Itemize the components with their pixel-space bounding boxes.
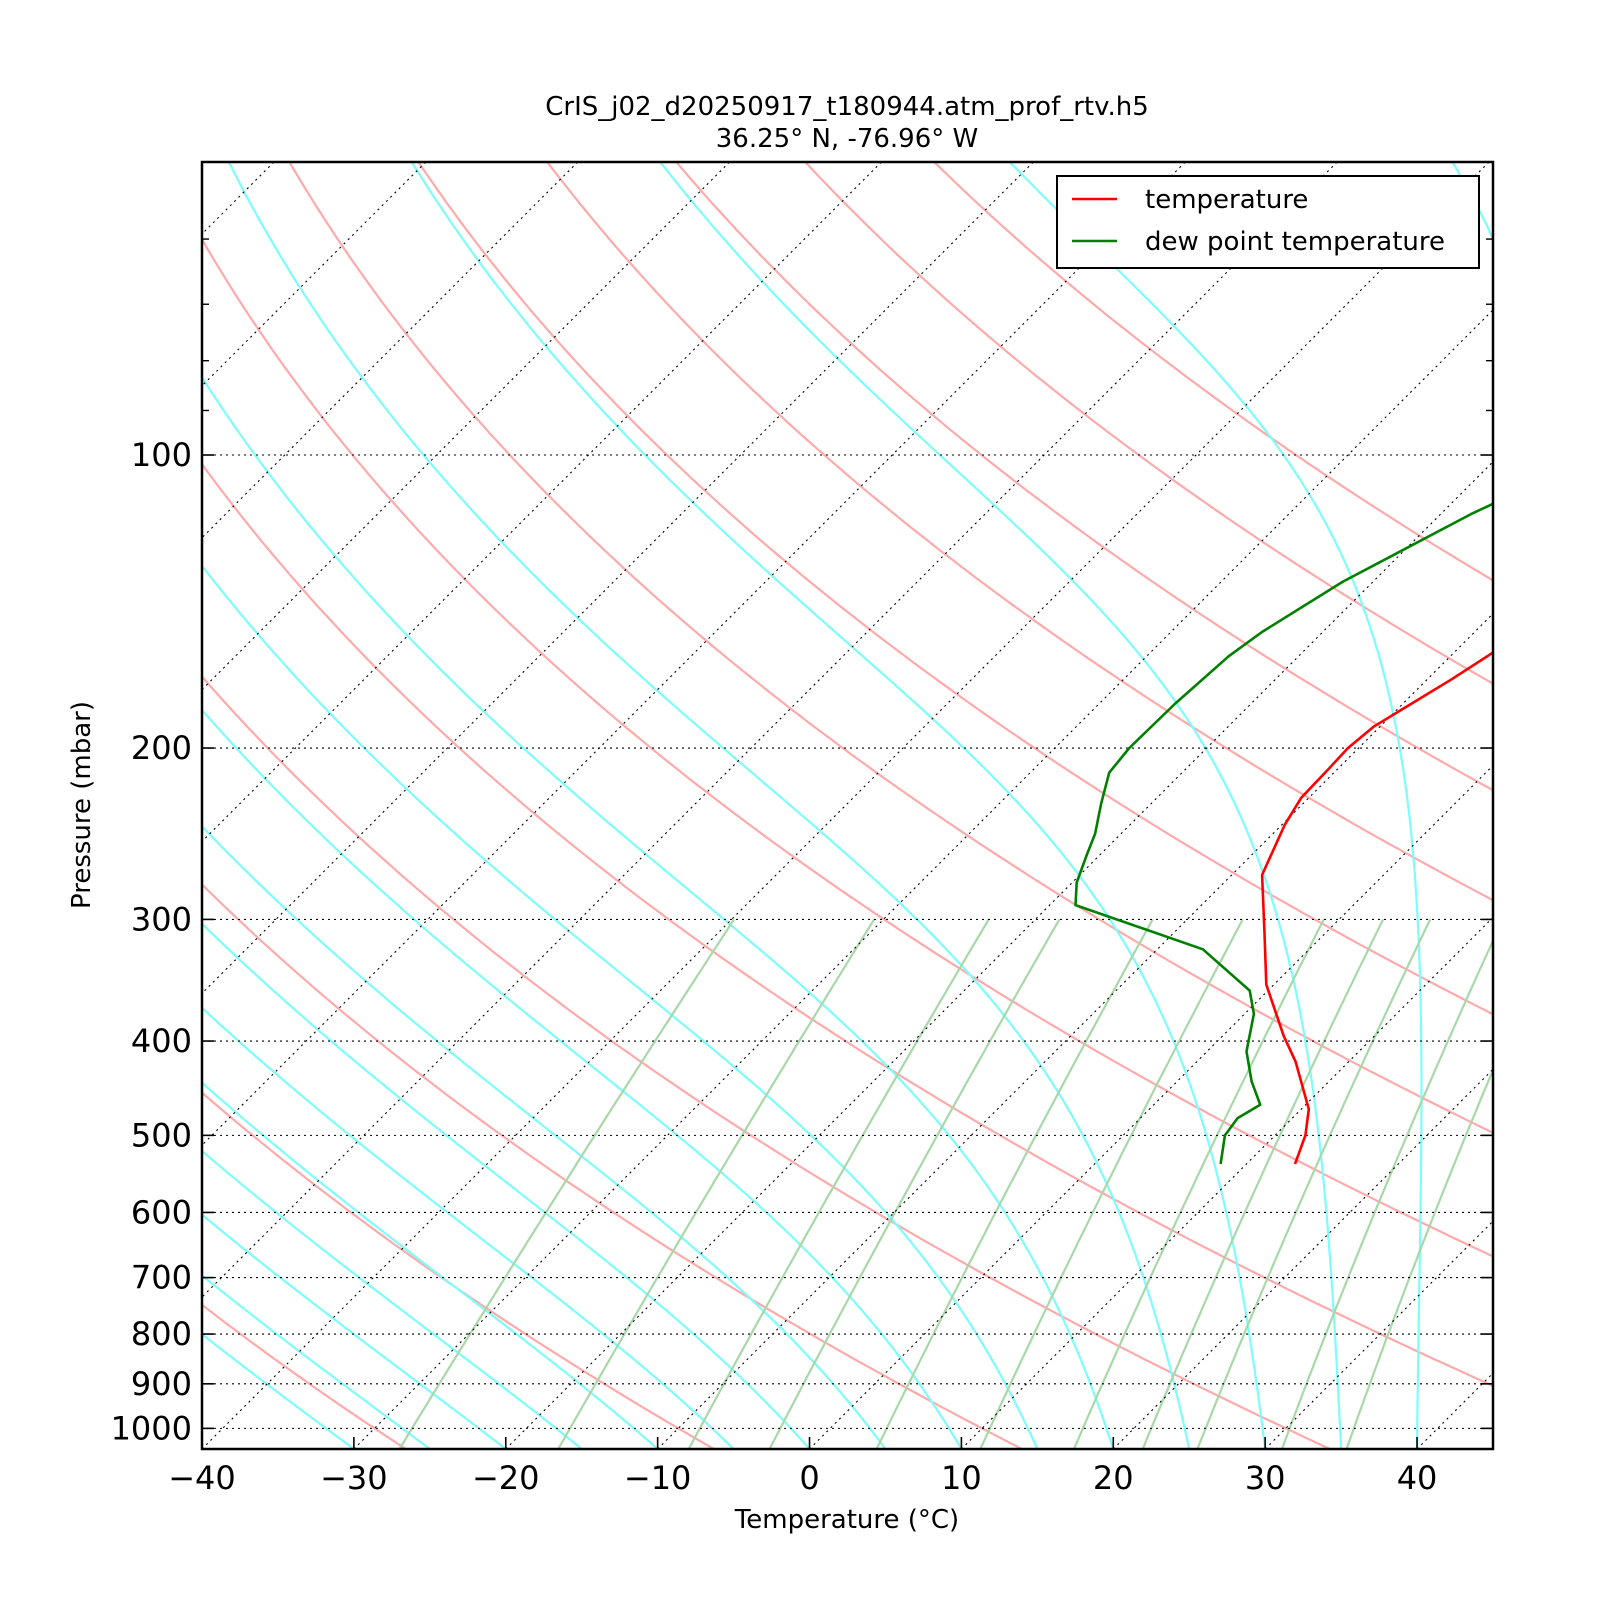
moist-adiabat — [1451, 162, 1493, 1449]
moist-adiabat — [202, 1081, 659, 1449]
axis-ticks: −40 −30 −20 −10 0 10 20 30 40 100 200 300 400 500 600 7… — [111, 161, 1493, 1497]
y-tick-label: 700 — [131, 1259, 192, 1297]
chart-title-line2: 36.25° N, -76.96° W — [716, 124, 978, 154]
mixing-ratio-line — [1280, 938, 1493, 1449]
mixing-ratio-line — [979, 918, 1244, 1449]
mixing-ratio-line — [1196, 918, 1432, 1449]
isotherm — [657, 612, 1493, 1449]
background-lines — [202, 162, 1493, 1449]
isotherm — [1416, 1372, 1493, 1449]
y-tick-label: 400 — [131, 1022, 192, 1060]
isotherm — [202, 162, 1338, 1298]
dry-adiabat — [932, 162, 1493, 582]
dry-adiabat — [202, 882, 1023, 1449]
legend-label-dew-point: dew point temperature — [1145, 227, 1445, 257]
moist-adiabat — [202, 922, 811, 1449]
dry-adiabat — [545, 162, 1493, 902]
isotherm — [202, 162, 882, 843]
dry-adiabat — [803, 162, 1493, 685]
mixing-ratio-line — [1141, 918, 1385, 1449]
isotherm — [1264, 1220, 1493, 1449]
legend-box — [1056, 175, 1480, 269]
x-tick-label: −30 — [320, 1459, 388, 1497]
isotherm — [353, 309, 1493, 1449]
dew-point-line — [1074, 502, 1493, 1165]
mixing-ratio-line — [398, 918, 735, 1449]
chart-title-line1: CrIS_j02_d20250917_t180944.atm_prof_rtv.… — [545, 92, 1149, 122]
mixing-ratio-line — [768, 918, 1061, 1449]
y-tick-label: 200 — [131, 729, 192, 767]
isotherm — [202, 162, 427, 387]
mixing-ratio-line — [1072, 918, 1325, 1449]
dry-adiabat — [202, 1091, 715, 1449]
isotherm — [1569, 162, 1600, 1449]
moist-adiabat — [658, 162, 1343, 1449]
x-tick-label: −40 — [168, 1459, 236, 1497]
moist-adiabat — [202, 1006, 735, 1449]
dry-adiabat — [202, 462, 1493, 1388]
moist-adiabat — [410, 162, 1267, 1449]
dry-adiabat — [202, 674, 1331, 1449]
x-tick-label: 40 — [1397, 1459, 1438, 1497]
mixing-ratio-line — [687, 918, 990, 1449]
isotherm — [809, 764, 1493, 1449]
plot-frame — [200, 160, 1495, 1451]
legend: temperature dew point temperature — [1056, 175, 1480, 269]
x-tick-label: −20 — [472, 1459, 540, 1497]
isotherm — [961, 916, 1493, 1449]
mixing-ratio-line — [557, 918, 876, 1449]
y-tick-label: 600 — [131, 1193, 192, 1231]
x-tick-label: 20 — [1093, 1459, 1134, 1497]
dry-adiabat — [202, 237, 1493, 1258]
isotherm — [202, 162, 275, 235]
isotherm — [202, 162, 1186, 1147]
moist-adiabat — [202, 564, 1039, 1449]
temperature-line — [1260, 650, 1493, 1165]
dry-adiabat — [417, 162, 1493, 1016]
y-tick-label: 1000 — [111, 1409, 192, 1447]
isotherm — [202, 162, 730, 691]
y-tick-label: 500 — [131, 1116, 192, 1154]
isotherm — [0, 162, 122, 1449]
moist-adiabat — [202, 1213, 507, 1449]
y-tick-label: 100 — [131, 436, 192, 474]
moist-adiabat — [202, 1274, 431, 1449]
grid-lines — [0, 162, 1600, 1449]
y-tick-label: 800 — [131, 1315, 192, 1353]
x-tick-label: 0 — [799, 1459, 819, 1497]
y-tick-label: 900 — [131, 1365, 192, 1403]
moist-adiabat — [1008, 162, 1423, 1449]
mixing-ratio-line — [1345, 1067, 1493, 1449]
y-axis-label: Pressure (mbar) — [67, 701, 97, 909]
x-tick-label: −10 — [624, 1459, 692, 1497]
y-tick-label: 300 — [131, 900, 192, 938]
legend-label-temperature: temperature — [1145, 185, 1308, 215]
x-tick-label: 30 — [1245, 1459, 1286, 1497]
x-tick-label: 10 — [941, 1459, 982, 1497]
moist-adiabat — [202, 1149, 583, 1449]
dry-adiabat — [674, 162, 1493, 792]
isotherm — [202, 162, 1034, 995]
moist-adiabat — [227, 162, 1191, 1449]
x-axis-label: Temperature (°C) — [734, 1505, 959, 1535]
moist-adiabat — [202, 375, 1115, 1449]
dry-adiabat — [288, 162, 1493, 1135]
moist-adiabat — [202, 1332, 355, 1449]
mixing-ratio-line — [875, 918, 1154, 1449]
moist-adiabat — [202, 824, 887, 1449]
data-series — [1074, 502, 1493, 1165]
